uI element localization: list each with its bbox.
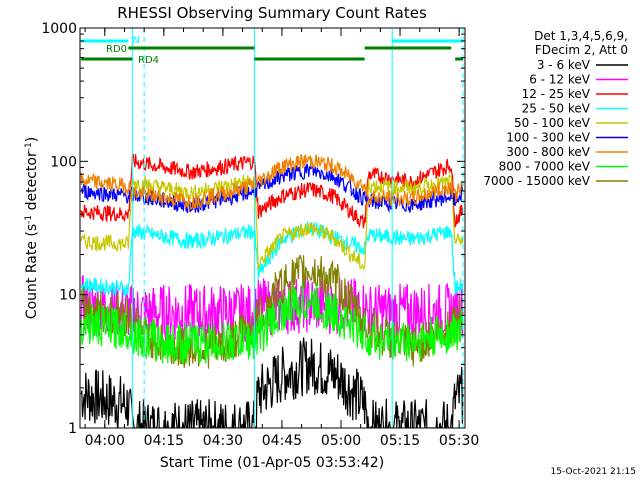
legend-header-line-1: Det 1,3,4,5,6,9, [534,29,628,43]
legend-header-line-2: FDecim 2, Att 0 [535,43,628,57]
x-tick-label: 05:00 [321,433,361,449]
series-layer [80,153,464,428]
legend-label-6-12-kev: 6 - 12 keV [529,73,591,87]
chart-title: RHESSI Observing Summary Count Rates [117,4,427,22]
x-tick-label: 04:30 [203,433,243,449]
marker-label-n: N [132,35,139,46]
y-tick-label: 1000 [41,21,77,37]
footer-timestamp: 15-Oct-2021 21:15 [551,467,636,477]
legend-label-3-6-kev: 3 - 6 keV [537,58,591,72]
series-line-12-25-kev [80,153,464,229]
legend-label-25-50-kev: 25 - 50 keV [522,102,591,116]
x-tick-label: 04:00 [85,433,125,449]
y-axis-label-exp2: -1 [24,142,34,151]
y-axis-label: Count Rate (s-1 detector-1) [24,137,40,319]
series-line-50-100-kev [80,174,464,271]
marker-label-rd4: RD4 [138,55,159,66]
legend-label-100-300-kev: 100 - 300 keV [506,131,590,145]
y-tick-label: 1 [68,421,77,437]
x-axis-label: Start Time (01-Apr-05 03:53:42) [160,455,384,471]
legend-label-12-25-kev: 12 - 25 keV [522,87,591,101]
y-axis-label-text2: detector [24,151,40,215]
y-tick-label: 10 [59,288,77,304]
legend: Det 1,3,4,5,6,9, FDecim 2, Att 0 3 - 6 k… [483,29,628,188]
series-line-800-7000-kev [80,282,464,365]
series-line-300-800-kev [80,153,464,211]
y-axis-label-exp1: -1 [24,215,34,224]
series-line-3-6-kev [80,337,464,428]
x-tick-label: 05:30 [439,433,479,449]
plot-frame [79,27,466,429]
legend-label-800-7000-kev: 800 - 7000 keV [499,160,591,174]
y-axis-label-close: ) [24,137,40,142]
x-tick-label: 04:15 [144,433,184,449]
marker-label-rd0: RD0 [106,44,127,55]
y-tick-label: 100 [50,154,77,170]
axis-layer: 04:00 04:15 04:30 04:45 05:00 05:15 05:30 1 10 10… [41,21,479,449]
legend-label-300-800-kev: 300 - 800 keV [506,145,590,159]
legend-label-7000-15000-kev: 7000 - 15000 keV [483,174,590,188]
legend-label-50-100-kev: 50 - 100 keV [514,116,591,130]
x-tick-label: 04:45 [262,433,302,449]
x-tick-label: 05:15 [380,433,420,449]
y-axis-label-text: Count Rate (s [24,224,40,319]
